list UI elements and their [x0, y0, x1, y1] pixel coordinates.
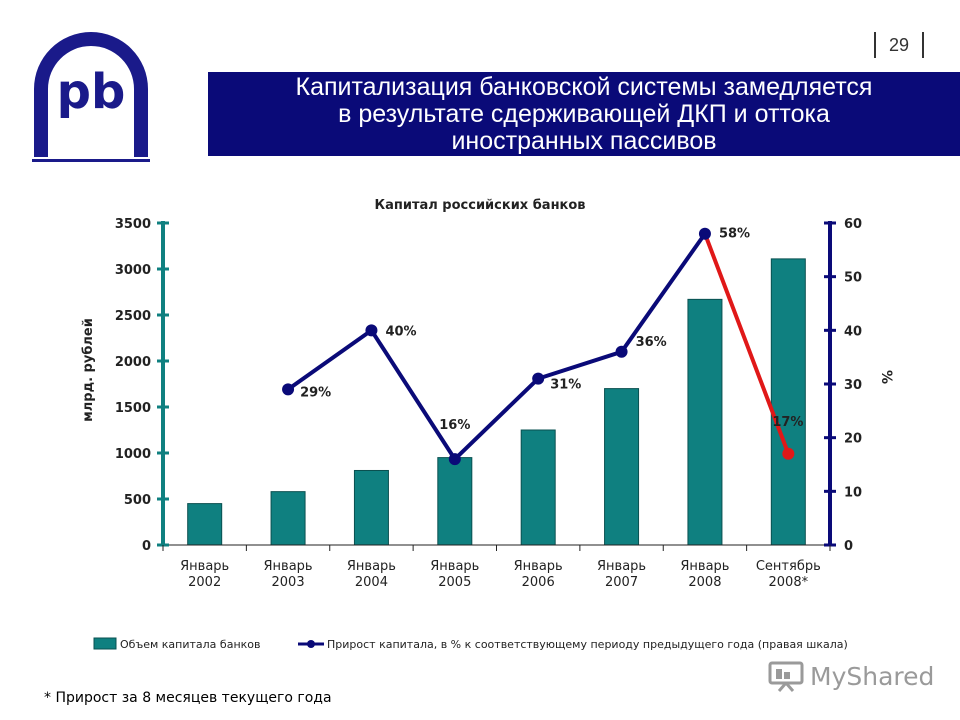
x-tick-label: Январь 2003	[264, 559, 313, 590]
bar	[604, 388, 640, 546]
data-label: 58%	[719, 227, 750, 242]
presentation-board-icon	[768, 661, 804, 692]
y-tick-label: 3000	[115, 263, 151, 278]
svg-text:pb: pb	[57, 64, 126, 120]
chart-title: Капитал российских банков	[374, 198, 585, 213]
growth-point	[365, 324, 378, 337]
y2-tick-label: 40	[844, 324, 862, 339]
growth-point	[282, 383, 295, 396]
y2-tick-label: 50	[844, 271, 862, 286]
growth-line-segment	[452, 376, 541, 462]
legend-label-line: Прирост капитала, в % к соответствующему…	[327, 638, 848, 651]
y2-axis-label: %	[878, 370, 894, 384]
bar	[270, 491, 306, 546]
y2-tick-label: 30	[844, 378, 862, 393]
footnote: * Прирост за 8 месяцев текущего года	[44, 690, 332, 706]
y-tick-label: 0	[142, 539, 151, 554]
y-tick-label: 500	[124, 493, 151, 508]
y2-tick-label: 0	[844, 539, 853, 554]
growth-line-segment	[536, 349, 624, 381]
x-tick-label: Январь 2002	[180, 559, 229, 590]
data-label: 17%	[772, 415, 803, 430]
growth-line-segment	[286, 328, 374, 392]
page-title: Капитализация банковской системы замедля…	[208, 72, 960, 156]
x-tick-label: Январь 2008	[680, 559, 729, 590]
watermark-text: MyShared	[810, 661, 935, 691]
bar	[437, 457, 473, 546]
y-tick-label: 2500	[115, 309, 151, 324]
growth-line-segment	[619, 231, 707, 354]
x-tick-label: Январь 2004	[347, 559, 396, 590]
growth-point	[698, 227, 711, 240]
growth-line-segment	[369, 328, 457, 462]
bar	[187, 503, 223, 546]
y2-tick-label: 60	[844, 217, 862, 232]
x-tick-label: Январь 2007	[597, 559, 646, 590]
data-label: 36%	[636, 335, 667, 350]
growth-point	[782, 447, 795, 460]
data-label: 31%	[550, 378, 581, 393]
growth-point	[448, 453, 461, 466]
legend-swatch-bars	[93, 637, 117, 650]
x-tick-label: Январь 2006	[514, 559, 563, 590]
y2-tick-label: 10	[844, 485, 862, 500]
x-tick-label: Январь 2005	[430, 559, 479, 590]
growth-point	[532, 372, 545, 385]
growth-line-segment	[702, 231, 791, 456]
legend-swatch-marker	[307, 640, 315, 648]
data-label: 29%	[300, 385, 331, 400]
data-label: 40%	[385, 324, 416, 339]
y-tick-label: 3500	[115, 217, 151, 232]
y-axis-label: млрд. рублей	[81, 318, 96, 422]
y-tick-label: 1000	[115, 447, 151, 462]
legend-label-bars: Объем капитала банков	[120, 638, 261, 651]
y-tick-label: 2000	[115, 355, 151, 370]
bar	[687, 298, 723, 546]
bar	[520, 429, 556, 546]
bar	[770, 258, 806, 546]
legend: Объем капитала банков Прирост капитала, …	[93, 637, 848, 651]
page-number: 29	[874, 32, 924, 58]
x-tick-label: Сентябрь 2008*	[756, 559, 821, 590]
bar	[353, 469, 389, 546]
watermark: MyShared	[768, 658, 934, 694]
data-label: 16%	[439, 418, 470, 433]
y-tick-label: 1500	[115, 401, 151, 416]
growth-point	[615, 345, 628, 358]
y2-tick-label: 20	[844, 432, 862, 447]
logo-pb: pb	[32, 32, 150, 162]
